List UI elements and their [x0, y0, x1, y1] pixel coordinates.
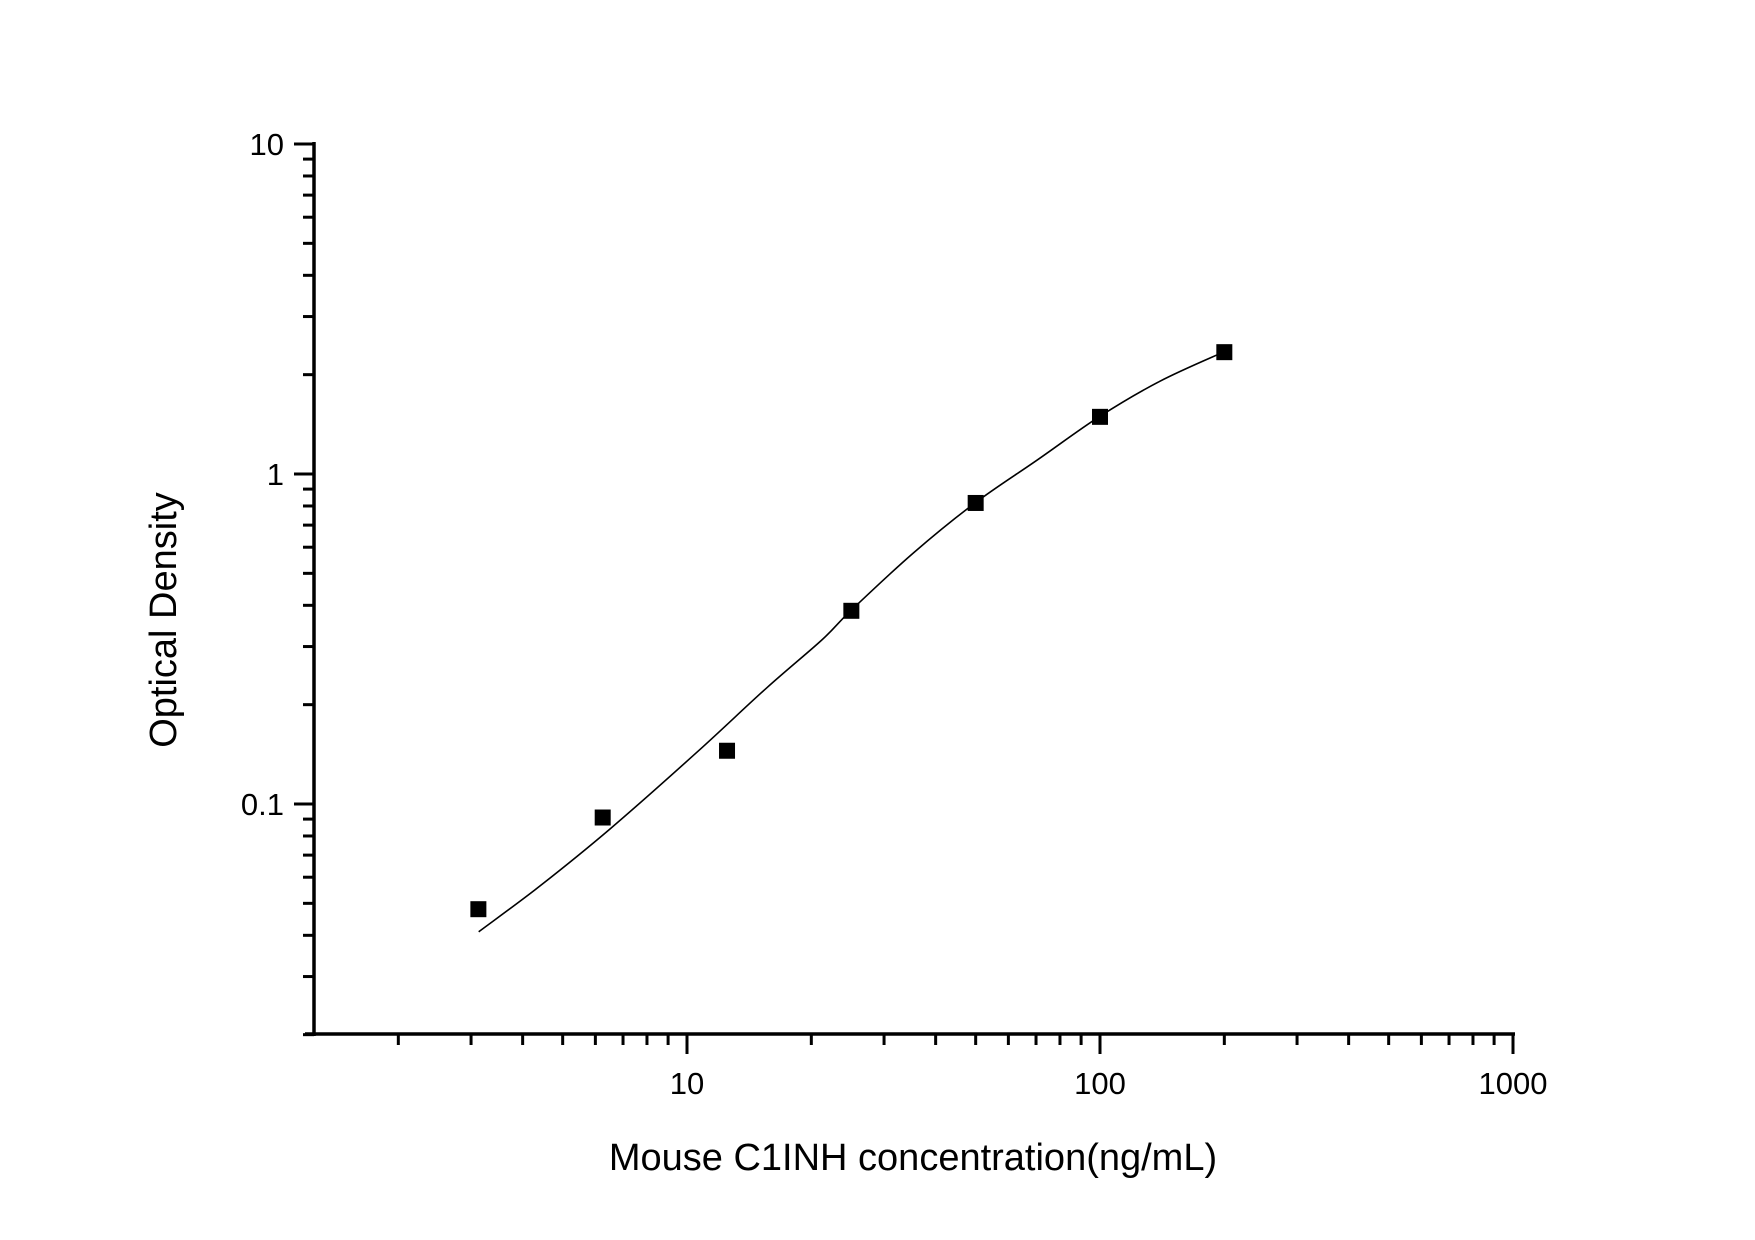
- fit-curve: [478, 351, 1224, 933]
- data-point-marker: [719, 742, 736, 759]
- data-point-marker: [1092, 408, 1108, 425]
- data-point-marker: [1216, 344, 1233, 361]
- data-point-marker: [843, 602, 860, 619]
- x-tick-label: 1000: [1479, 1066, 1548, 1101]
- data-point-marker: [594, 809, 611, 826]
- data-point-marker: [470, 901, 487, 918]
- x-tick-label: 10: [670, 1066, 704, 1101]
- x-axis-title: Mouse C1INH concentration(ng/mL): [609, 1137, 1217, 1179]
- y-tick-label: 1: [267, 457, 284, 492]
- fit-curve-path: [478, 351, 1224, 933]
- y-tick-label: 10: [250, 127, 284, 162]
- data-points: [470, 344, 1233, 918]
- data-point-marker: [967, 494, 984, 511]
- y-axis-title: Optical Density: [143, 492, 185, 748]
- y-axis: 0.1 1 10: [241, 127, 316, 1037]
- x-axis: 10 100 1000: [305, 1032, 1548, 1101]
- y-tick-label: 0.1: [241, 787, 284, 822]
- x-tick-label: 100: [1074, 1066, 1126, 1101]
